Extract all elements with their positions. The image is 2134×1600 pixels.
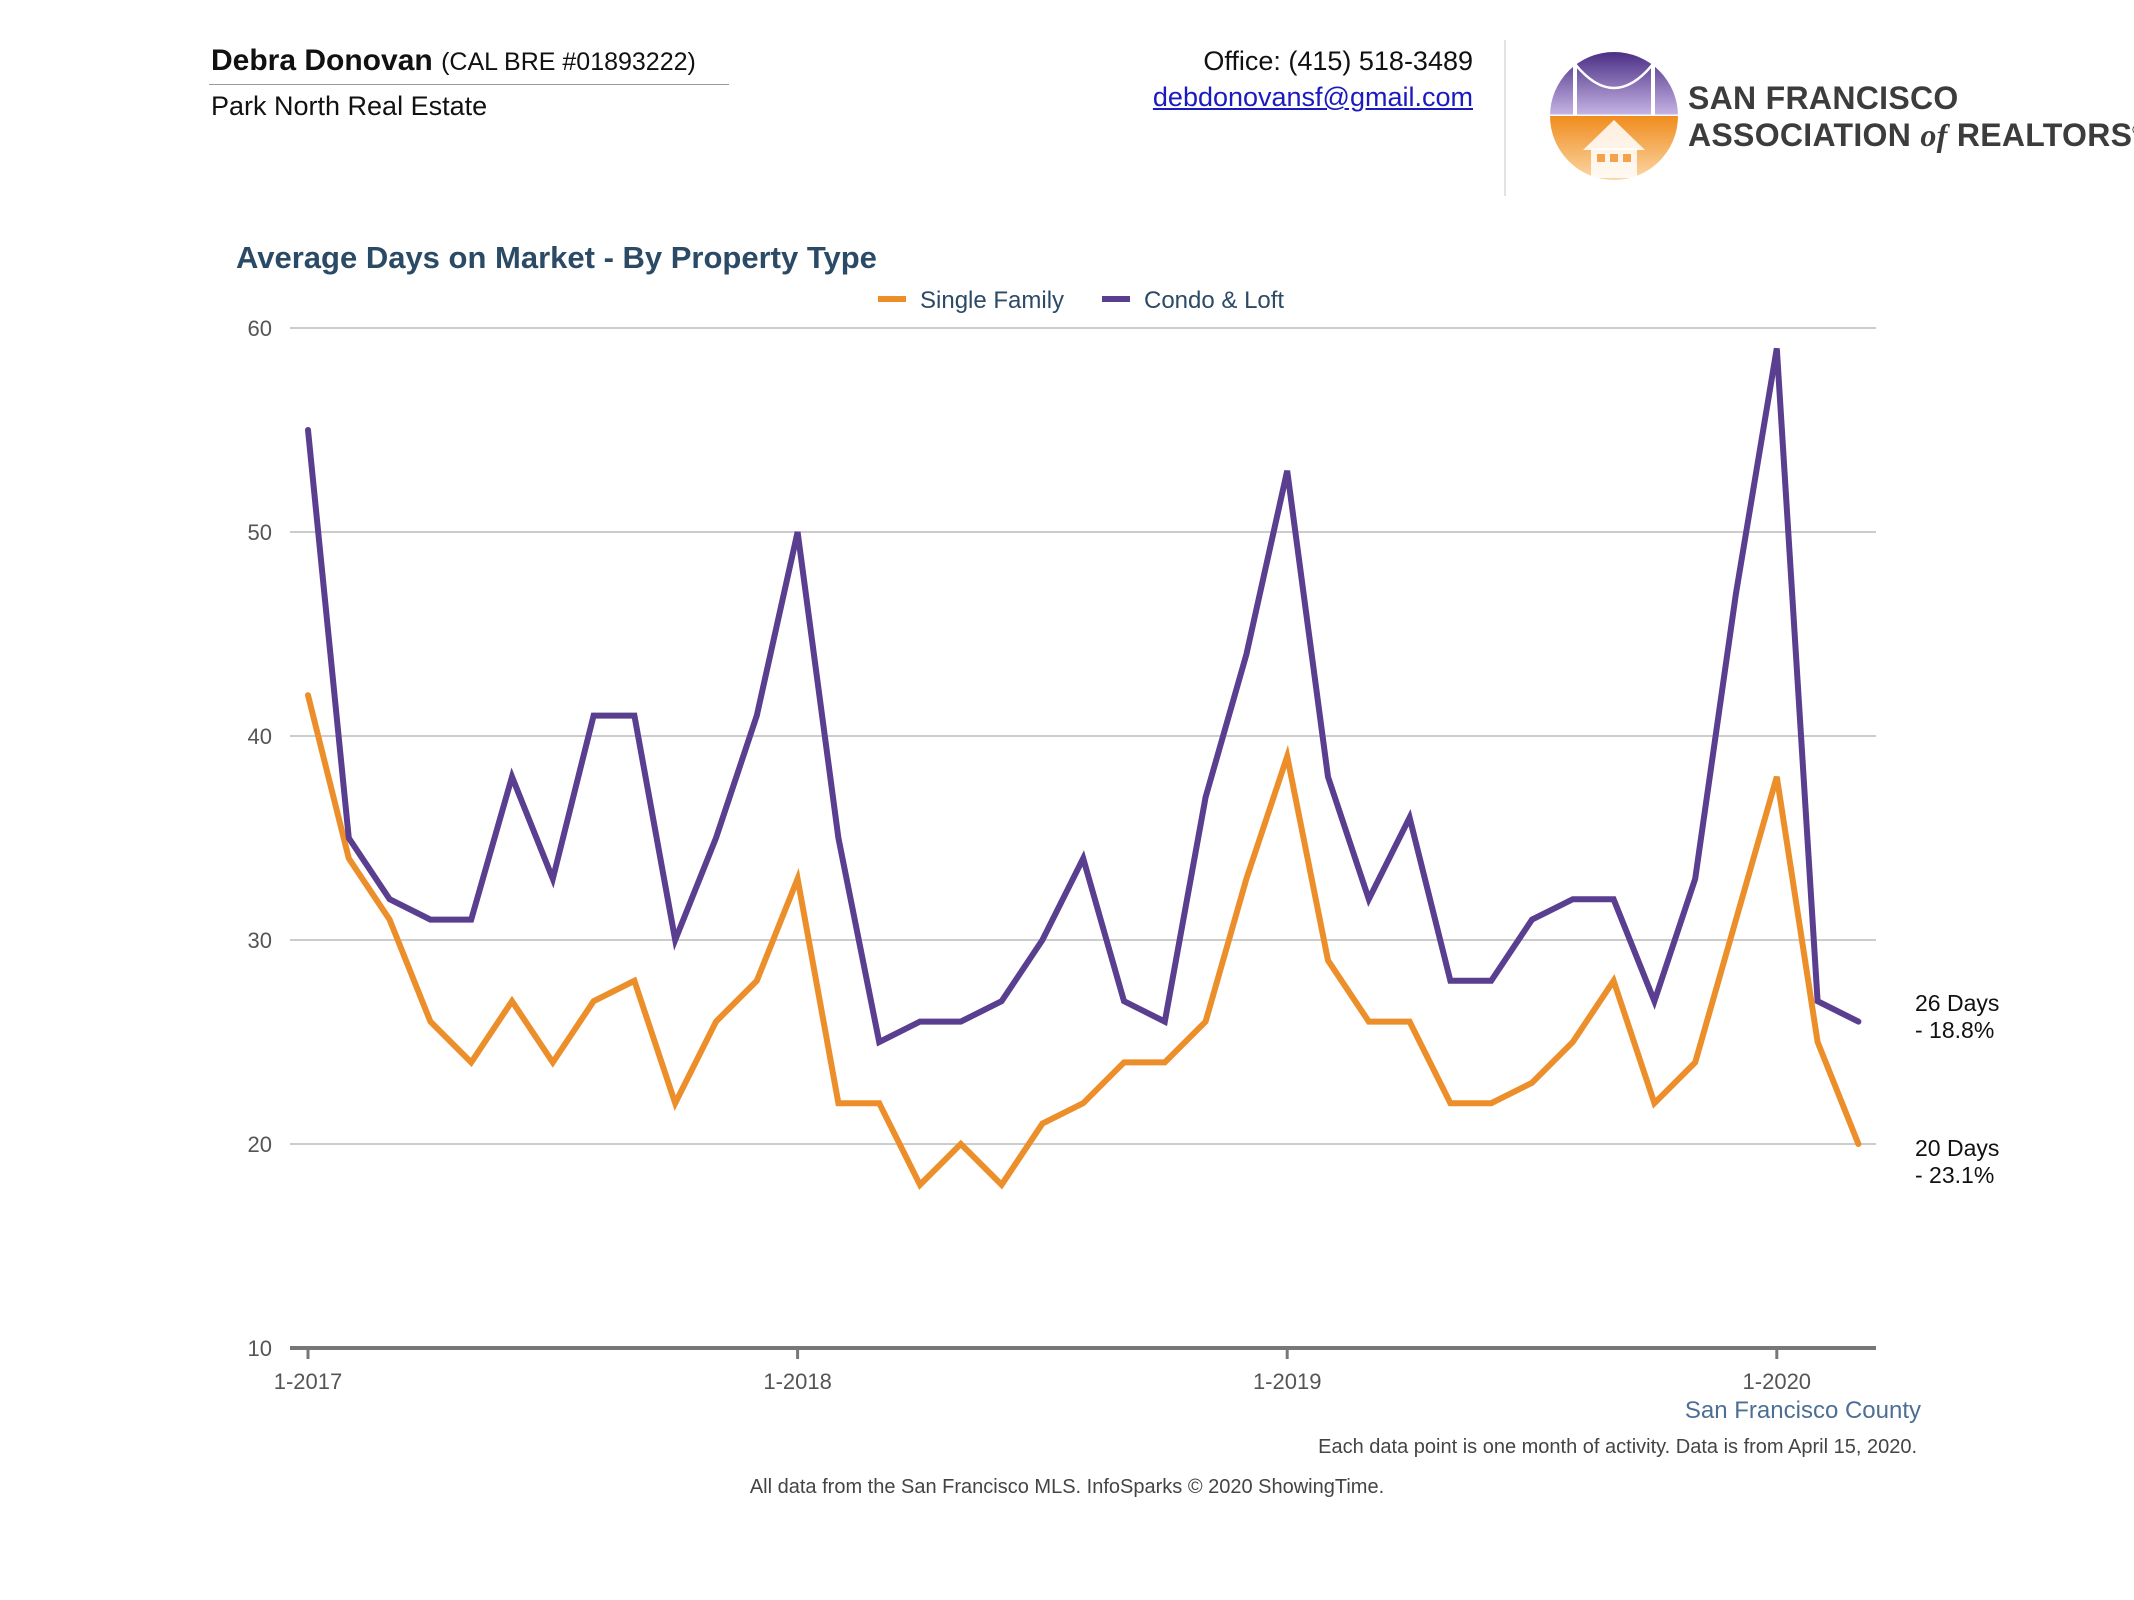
y-tick-label-10: 10: [248, 1336, 272, 1361]
header-divider: [209, 84, 729, 85]
y-tick-label-40: 40: [248, 724, 272, 749]
y-tick-label-30: 30: [248, 928, 272, 953]
chart-series: [305, 347, 1862, 1190]
golden-gate-bridge-house-logo-icon: [1545, 52, 1686, 180]
email-link[interactable]: debdonovansf@gmail.com: [1152, 82, 1473, 112]
data-source: All data from the San Francisco MLS. Inf…: [750, 1476, 1384, 1498]
single-family-end-label-change: - 23.1%: [1915, 1162, 1994, 1188]
association-word: ASSOCIATION: [1688, 117, 1912, 153]
y-tick-label-50: 50: [248, 520, 272, 545]
chart-title: Average Days on Market - By Property Typ…: [236, 240, 877, 275]
y-tick-label-20: 20: [248, 1132, 272, 1157]
association-name-line2: ASSOCIATION of REALTORS®: [1688, 117, 2134, 154]
x-tick-label-1-2020: 1-2020: [1743, 1369, 1812, 1394]
legend-label-single-family: Single Family: [920, 287, 1064, 314]
x-tick-label-1-2018: 1-2018: [763, 1369, 832, 1394]
data-footnote: Each data point is one month of activity…: [1318, 1436, 1917, 1458]
agent-license: (CAL BRE #01893222): [441, 48, 696, 76]
agent-name: Debra Donovan (CAL BRE #01893222): [211, 44, 696, 78]
y-axis-ticks: 10 20 30 40 50 60: [248, 316, 272, 1361]
chart-gridlines: [290, 327, 1876, 1350]
association-name-line1: SAN FRANCISCO: [1688, 80, 1959, 116]
association-of: of: [1920, 117, 1948, 153]
chart-legend: Single Family Condo & Loft: [878, 287, 1284, 314]
office-phone: Office: (415) 518-3489: [1203, 46, 1473, 76]
region-label: San Francisco County: [1685, 1397, 1921, 1424]
single-family-end-label-days: 20 Days: [1915, 1135, 1999, 1161]
brokerage-name: Park North Real Estate: [211, 91, 488, 121]
x-tick-label-1-2019: 1-2019: [1253, 1369, 1322, 1394]
series-line-single-family: [305, 692, 1862, 1190]
association-realtors: REALTORS: [1956, 117, 2133, 153]
agent-name-text: Debra Donovan: [211, 44, 433, 77]
y-tick-label-60: 60: [248, 316, 272, 341]
vertical-divider: [1504, 40, 1506, 196]
legend-label-condo-loft: Condo & Loft: [1144, 287, 1284, 314]
x-tick-label-1-2017: 1-2017: [274, 1369, 343, 1394]
x-axis-ticks: 1-2017 1-2018 1-2019 1-2020: [274, 1348, 1811, 1394]
registered-mark: ®: [2132, 121, 2134, 137]
series-line-condo-loft: [305, 347, 1862, 1047]
condo-end-label-change: - 18.8%: [1915, 1017, 1994, 1043]
end-labels: 26 Days - 18.8% 20 Days - 23.1%: [1915, 990, 1999, 1188]
condo-end-label-days: 26 Days: [1915, 990, 1999, 1016]
